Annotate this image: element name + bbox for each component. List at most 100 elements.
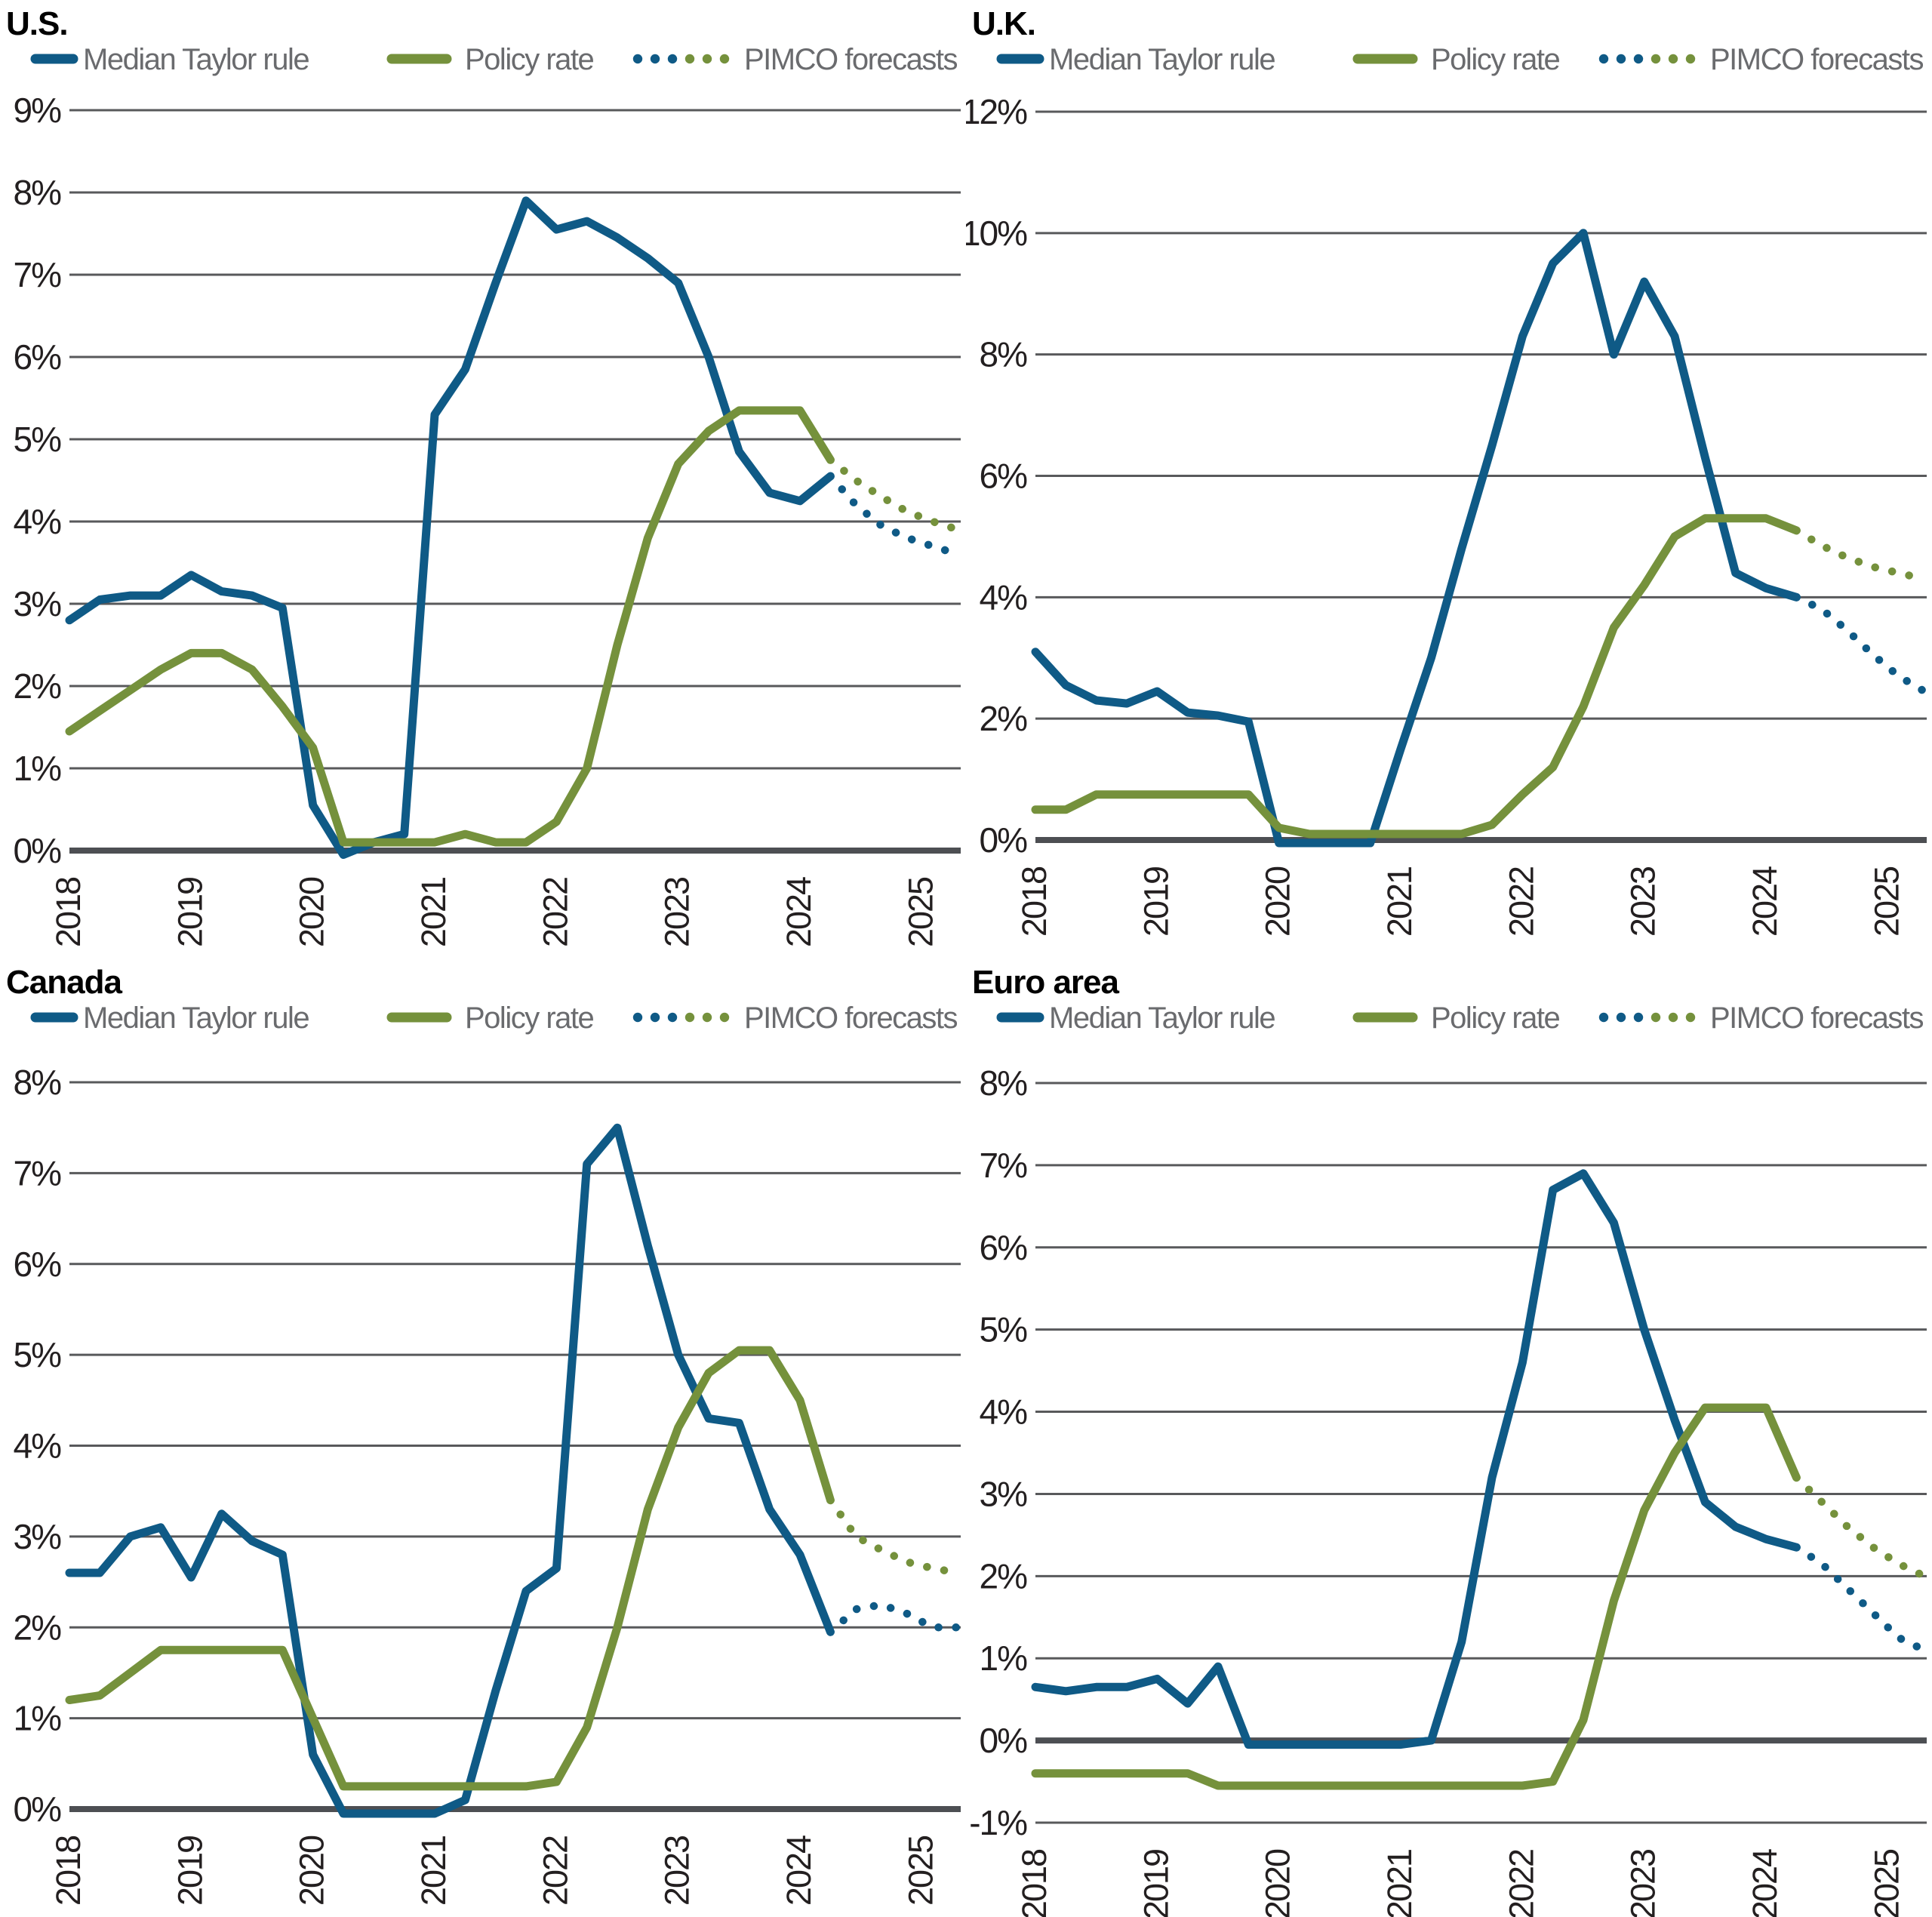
x-axis-tick-label: 2020 (1259, 1849, 1297, 1917)
y-axis-tick-label: 4% (980, 1392, 1028, 1432)
x-axis-tick-label: 2021 (414, 1836, 453, 1906)
y-axis-tick-label: 4% (14, 1426, 62, 1466)
legend-forecast-dots-swatch (1633, 1012, 1644, 1023)
legend-forecast-dots-swatch (702, 1012, 712, 1023)
y-axis-tick-label: 7% (980, 1146, 1028, 1185)
y-axis-tick-label: 1% (14, 749, 62, 788)
taylor-rule-line (65, 1123, 835, 1818)
forecast-taylor-rule-line (1792, 593, 1929, 696)
legend-forecast-dots-swatch (702, 54, 712, 64)
y-axis-tick-label: 1% (980, 1639, 1028, 1678)
gridlines (69, 1081, 961, 1812)
y-axis-tick-label: 12% (966, 92, 1027, 131)
x-axis-tick-label: 2022 (536, 1836, 574, 1906)
legend-forecast-dots-swatch (632, 1012, 643, 1023)
x-axis-tick-label: 2019 (1137, 867, 1175, 937)
y-axis-tick-label: 7% (14, 1153, 62, 1192)
legend-forecast-dots-swatch (650, 54, 660, 64)
chart-panel-uk: U.K. Median Taylor rule Policy rate PIMCO f… (966, 0, 1932, 958)
legend-forecast-dots-swatch (719, 54, 730, 64)
legend-forecast-dots-swatch (1616, 1012, 1626, 1023)
y-axis-tick-label: 2% (980, 699, 1028, 738)
legend-forecast-dots-swatch (650, 1012, 660, 1023)
y-axis-tick-label: 10% (966, 214, 1027, 253)
legend-taylor-label: Median Taylor rule (1049, 43, 1275, 76)
taylor-rule-line (1031, 1169, 1801, 1749)
y-axis-tick-label: 6% (980, 457, 1028, 496)
y-axis-tick-label: 6% (14, 1245, 62, 1284)
y-axis-tick-label: 2% (14, 1608, 62, 1647)
legend-forecast-dots-swatch (1598, 1012, 1609, 1023)
legend-forecast-label: PIMCO forecasts (1710, 1002, 1924, 1035)
forecast-taylor-rule-line (826, 472, 963, 558)
y-axis-tick-label: 5% (14, 1335, 62, 1374)
page-title: Euro area (972, 964, 1120, 1001)
taylor-rule-line (1031, 229, 1801, 848)
policy-rate-line (1031, 1403, 1801, 1790)
x-axis-tick-label: 2018 (1015, 866, 1054, 937)
chart-panel-us: U.S. Median Taylor rule Policy rate PIMCO f… (0, 0, 966, 958)
legend-forecast-dots-swatch (685, 54, 695, 64)
legend-taylor-label: Median Taylor rule (1049, 1002, 1275, 1035)
legend-forecast-label: PIMCO forecasts (744, 1002, 958, 1035)
chart-panel-canada: Canada Median Taylor rule Policy rate PIMCO… (0, 958, 966, 1917)
y-axis-tick-label: 2% (980, 1556, 1028, 1595)
legend-forecast-dots-swatch (1685, 54, 1696, 64)
legend-forecast-dots-swatch (1651, 1012, 1661, 1023)
forecast-policy-rate-line (826, 456, 963, 534)
legend-forecast-dots-swatch (1633, 54, 1644, 64)
legend: Median Taylor rule Policy rate PIMCO forec… (996, 43, 1924, 76)
x-axis-tick-label: 2024 (1746, 1849, 1784, 1917)
y-axis-tick-label: 8% (980, 1063, 1028, 1103)
x-axis-tick-label: 2023 (1624, 1849, 1663, 1917)
x-axis-tick-label: 2022 (1502, 1850, 1540, 1917)
y-axis-tick-label: -1% (969, 1803, 1027, 1842)
legend-forecast-label: PIMCO forecasts (1710, 43, 1924, 76)
legend-forecast-dots-swatch (667, 54, 678, 64)
forecast-policy-rate-line (1792, 526, 1929, 583)
legend-policy-label: Policy rate (465, 1002, 593, 1035)
chart-uk: U.K. Median Taylor rule Policy rate PIMCO f… (966, 5, 1929, 937)
y-axis-tick-label: 2% (14, 666, 62, 706)
x-axis-tick-label: 2024 (780, 877, 818, 947)
x-axis-tick-label: 2021 (1380, 867, 1419, 937)
gridlines (1035, 1082, 1927, 1824)
x-axis-tick-label: 2023 (1624, 866, 1663, 937)
legend-policy-label: Policy rate (465, 43, 593, 76)
chart-us: U.S. Median Taylor rule Policy rate PIMCO f… (6, 5, 963, 947)
y-axis-tick-label: 4% (980, 577, 1028, 617)
policy-rate-line (1031, 514, 1801, 838)
x-axis-tick-label: 2020 (1259, 866, 1297, 937)
legend-forecast-dots-swatch (1668, 1012, 1678, 1023)
legend-forecast-dots-swatch (1651, 54, 1661, 64)
y-axis-tick-label: 8% (980, 335, 1028, 374)
y-axis-tick-label: 1% (14, 1699, 62, 1738)
x-axis-tick-label: 2022 (536, 878, 574, 947)
legend-forecast-dots-swatch (1685, 1012, 1696, 1023)
y-axis-tick-label: 3% (14, 584, 62, 623)
x-axis-tick-label: 2020 (293, 877, 331, 947)
forecast-taylor-rule-line (826, 1600, 963, 1636)
legend-forecast-dots-swatch (632, 54, 643, 64)
legend-forecast-dots-swatch (1598, 54, 1609, 64)
x-axis-tick-label: 2021 (414, 878, 453, 947)
policy-rate-line (65, 406, 835, 847)
x-axis-tick-label: 2019 (171, 878, 209, 947)
x-axis-tick-label: 2021 (1380, 1850, 1419, 1917)
x-axis-tick-label: 2024 (780, 1835, 818, 1906)
legend: Median Taylor rule Policy rate PIMCO forec… (30, 43, 958, 76)
x-axis-tick-label: 2020 (293, 1835, 331, 1906)
y-axis-tick-label: 7% (14, 255, 62, 294)
legend-forecast-dots-swatch (685, 1012, 695, 1023)
x-axis-tick-label: 2023 (658, 877, 697, 947)
gridlines (69, 109, 961, 854)
y-axis-tick-label: 0% (980, 1721, 1028, 1760)
page-title: U.S. (6, 5, 68, 42)
legend-policy-label: Policy rate (1431, 43, 1559, 76)
y-axis-tick-label: 8% (14, 1063, 62, 1102)
x-axis-tick-label: 2025 (901, 877, 940, 947)
x-axis-tick-label: 2018 (49, 877, 88, 947)
y-axis-tick-label: 5% (14, 420, 62, 459)
